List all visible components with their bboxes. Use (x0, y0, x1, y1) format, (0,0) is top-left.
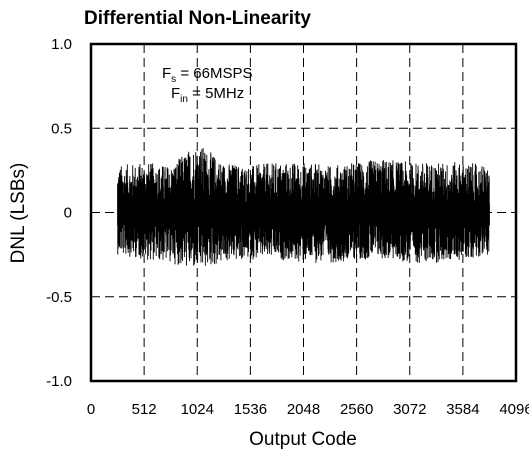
x-tick-label: 4096 (499, 401, 529, 418)
y-tick-label: 0.5 (51, 120, 72, 137)
x-tick-label: 3584 (446, 401, 479, 418)
dnl-noise-band (117, 148, 490, 266)
annotation-input-frequency: Fin = 5MHz (171, 85, 244, 105)
x-tick-label: 1536 (234, 401, 267, 418)
chart-title: Differential Non-Linearity (84, 8, 311, 29)
y-tick-label: -0.5 (46, 289, 72, 306)
x-axis-label: Output Code (249, 429, 357, 450)
x-tick-label: 3072 (393, 401, 426, 418)
x-tick-labels: 0 512 1024 1536 2048 2560 3072 3584 4096 (87, 401, 529, 418)
y-tick-label: -1.0 (46, 373, 72, 390)
x-tick-label: 1024 (181, 401, 214, 418)
x-tick-label: 0 (87, 401, 95, 418)
y-tick-label: 1.0 (51, 36, 72, 53)
x-tick-label: 2560 (340, 401, 373, 418)
plot-frame (89, 42, 518, 383)
y-axis-label: DNL (LSBs) (8, 163, 29, 264)
dnl-series-line (117, 148, 490, 266)
y-tick-label: 0 (64, 205, 72, 222)
x-tick-label: 512 (132, 401, 157, 418)
x-tick-label: 2048 (287, 401, 320, 418)
annotation-sample-rate: Fs = 66MSPS (162, 65, 252, 85)
y-tick-labels: -1.0 -0.5 0 0.5 1.0 (46, 36, 72, 390)
